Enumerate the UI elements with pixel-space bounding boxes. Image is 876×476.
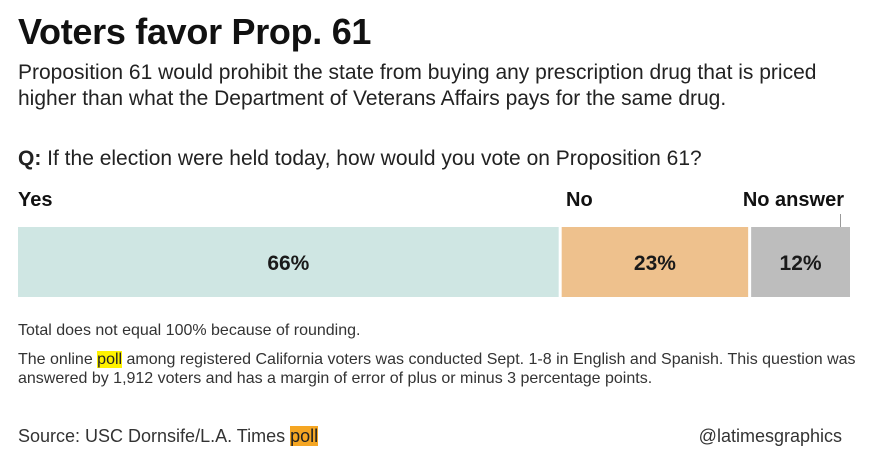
data-label-yes: 66% <box>267 252 309 275</box>
source-line: Source: USC Dornsife/L.A. Times poll <box>18 425 319 447</box>
chart-subtitle: Proposition 61 would prohibit the state … <box>18 61 817 110</box>
chart-svg: 66% 23% 12% <box>18 227 850 297</box>
category-label-yes: Yes <box>18 189 53 211</box>
data-label-no: 23% <box>634 252 676 275</box>
methodology-text-after: among registered California voters was c… <box>18 351 856 387</box>
source-text: Source: USC Dornsife/L.A. Times <box>18 426 286 446</box>
no-answer-leader-tick <box>840 214 841 227</box>
category-label-no-answer: No answer <box>742 189 844 211</box>
poll-highlight: poll <box>97 351 123 368</box>
category-label-no: No <box>566 189 593 211</box>
rounding-note: Total does not equal 100% because of rou… <box>18 322 361 339</box>
methodology-note: The online poll among registered Califor… <box>18 350 858 388</box>
bar-segment-no-answer <box>751 227 850 297</box>
stacked-bar-chart: 66% 23% 12% <box>18 227 850 297</box>
source-poll-highlight: poll <box>290 426 319 446</box>
methodology-text-before: The online <box>18 351 93 368</box>
bar-segment-no <box>561 227 749 297</box>
chart-title: Voters favor Prop. 61 <box>18 11 372 52</box>
poll-question: Q: If the election were held today, how … <box>18 146 858 172</box>
question-prefix: Q: <box>18 147 42 170</box>
graphics-credit: @latimesgraphics <box>698 426 842 446</box>
bar-segment-yes <box>18 227 559 297</box>
data-label-no-answer: 12% <box>780 252 822 275</box>
question-text: If the election were held today, how wou… <box>47 147 702 170</box>
